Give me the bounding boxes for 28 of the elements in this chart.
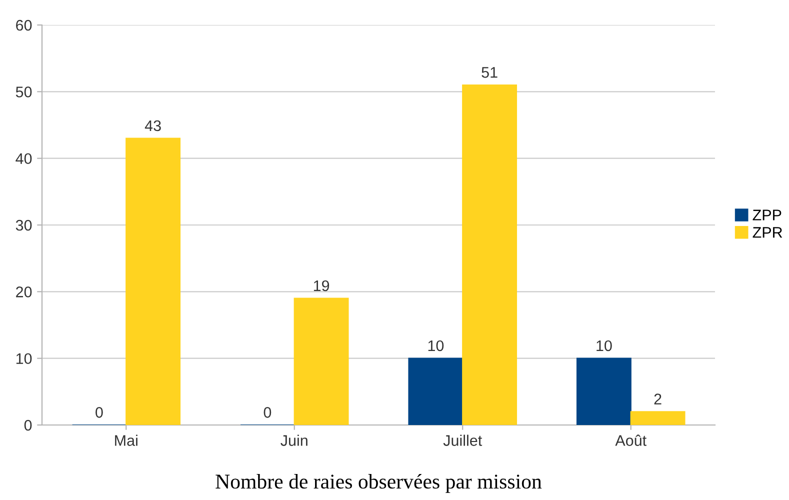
data-label: 0	[264, 406, 272, 418]
y-tick-label: 20	[16, 286, 32, 298]
data-label: 51	[482, 67, 498, 78]
data-label: 0	[96, 406, 103, 418]
bar	[408, 358, 464, 425]
bar	[126, 138, 181, 425]
y-tick-label: 60	[16, 20, 32, 31]
legend-label: ZPR	[752, 227, 782, 238]
x-tick-label: Juillet	[443, 434, 482, 446]
y-tick-label: 0	[24, 420, 32, 431]
x-tick-label: Juin	[280, 434, 308, 446]
x-tick-label: Mai	[115, 434, 138, 446]
bar	[462, 84, 518, 425]
bar	[294, 298, 349, 425]
y-tick-label: 10	[16, 353, 32, 364]
y-tick-label: 40	[16, 153, 32, 164]
y-tick-label: 50	[16, 86, 32, 98]
y-tick-label: 30	[16, 220, 32, 231]
data-label: 10	[596, 340, 612, 352]
legend-label: ZPP	[752, 210, 782, 220]
x-axis-title: Nombre de raies observées par mission	[216, 474, 542, 493]
x-tick-label: Août	[615, 434, 646, 446]
bar	[630, 411, 686, 425]
data-label: 43	[144, 120, 161, 132]
data-label: 19	[314, 280, 330, 292]
data-label: 2	[654, 394, 662, 404]
data-label: 10	[428, 340, 444, 352]
bar	[576, 358, 632, 425]
